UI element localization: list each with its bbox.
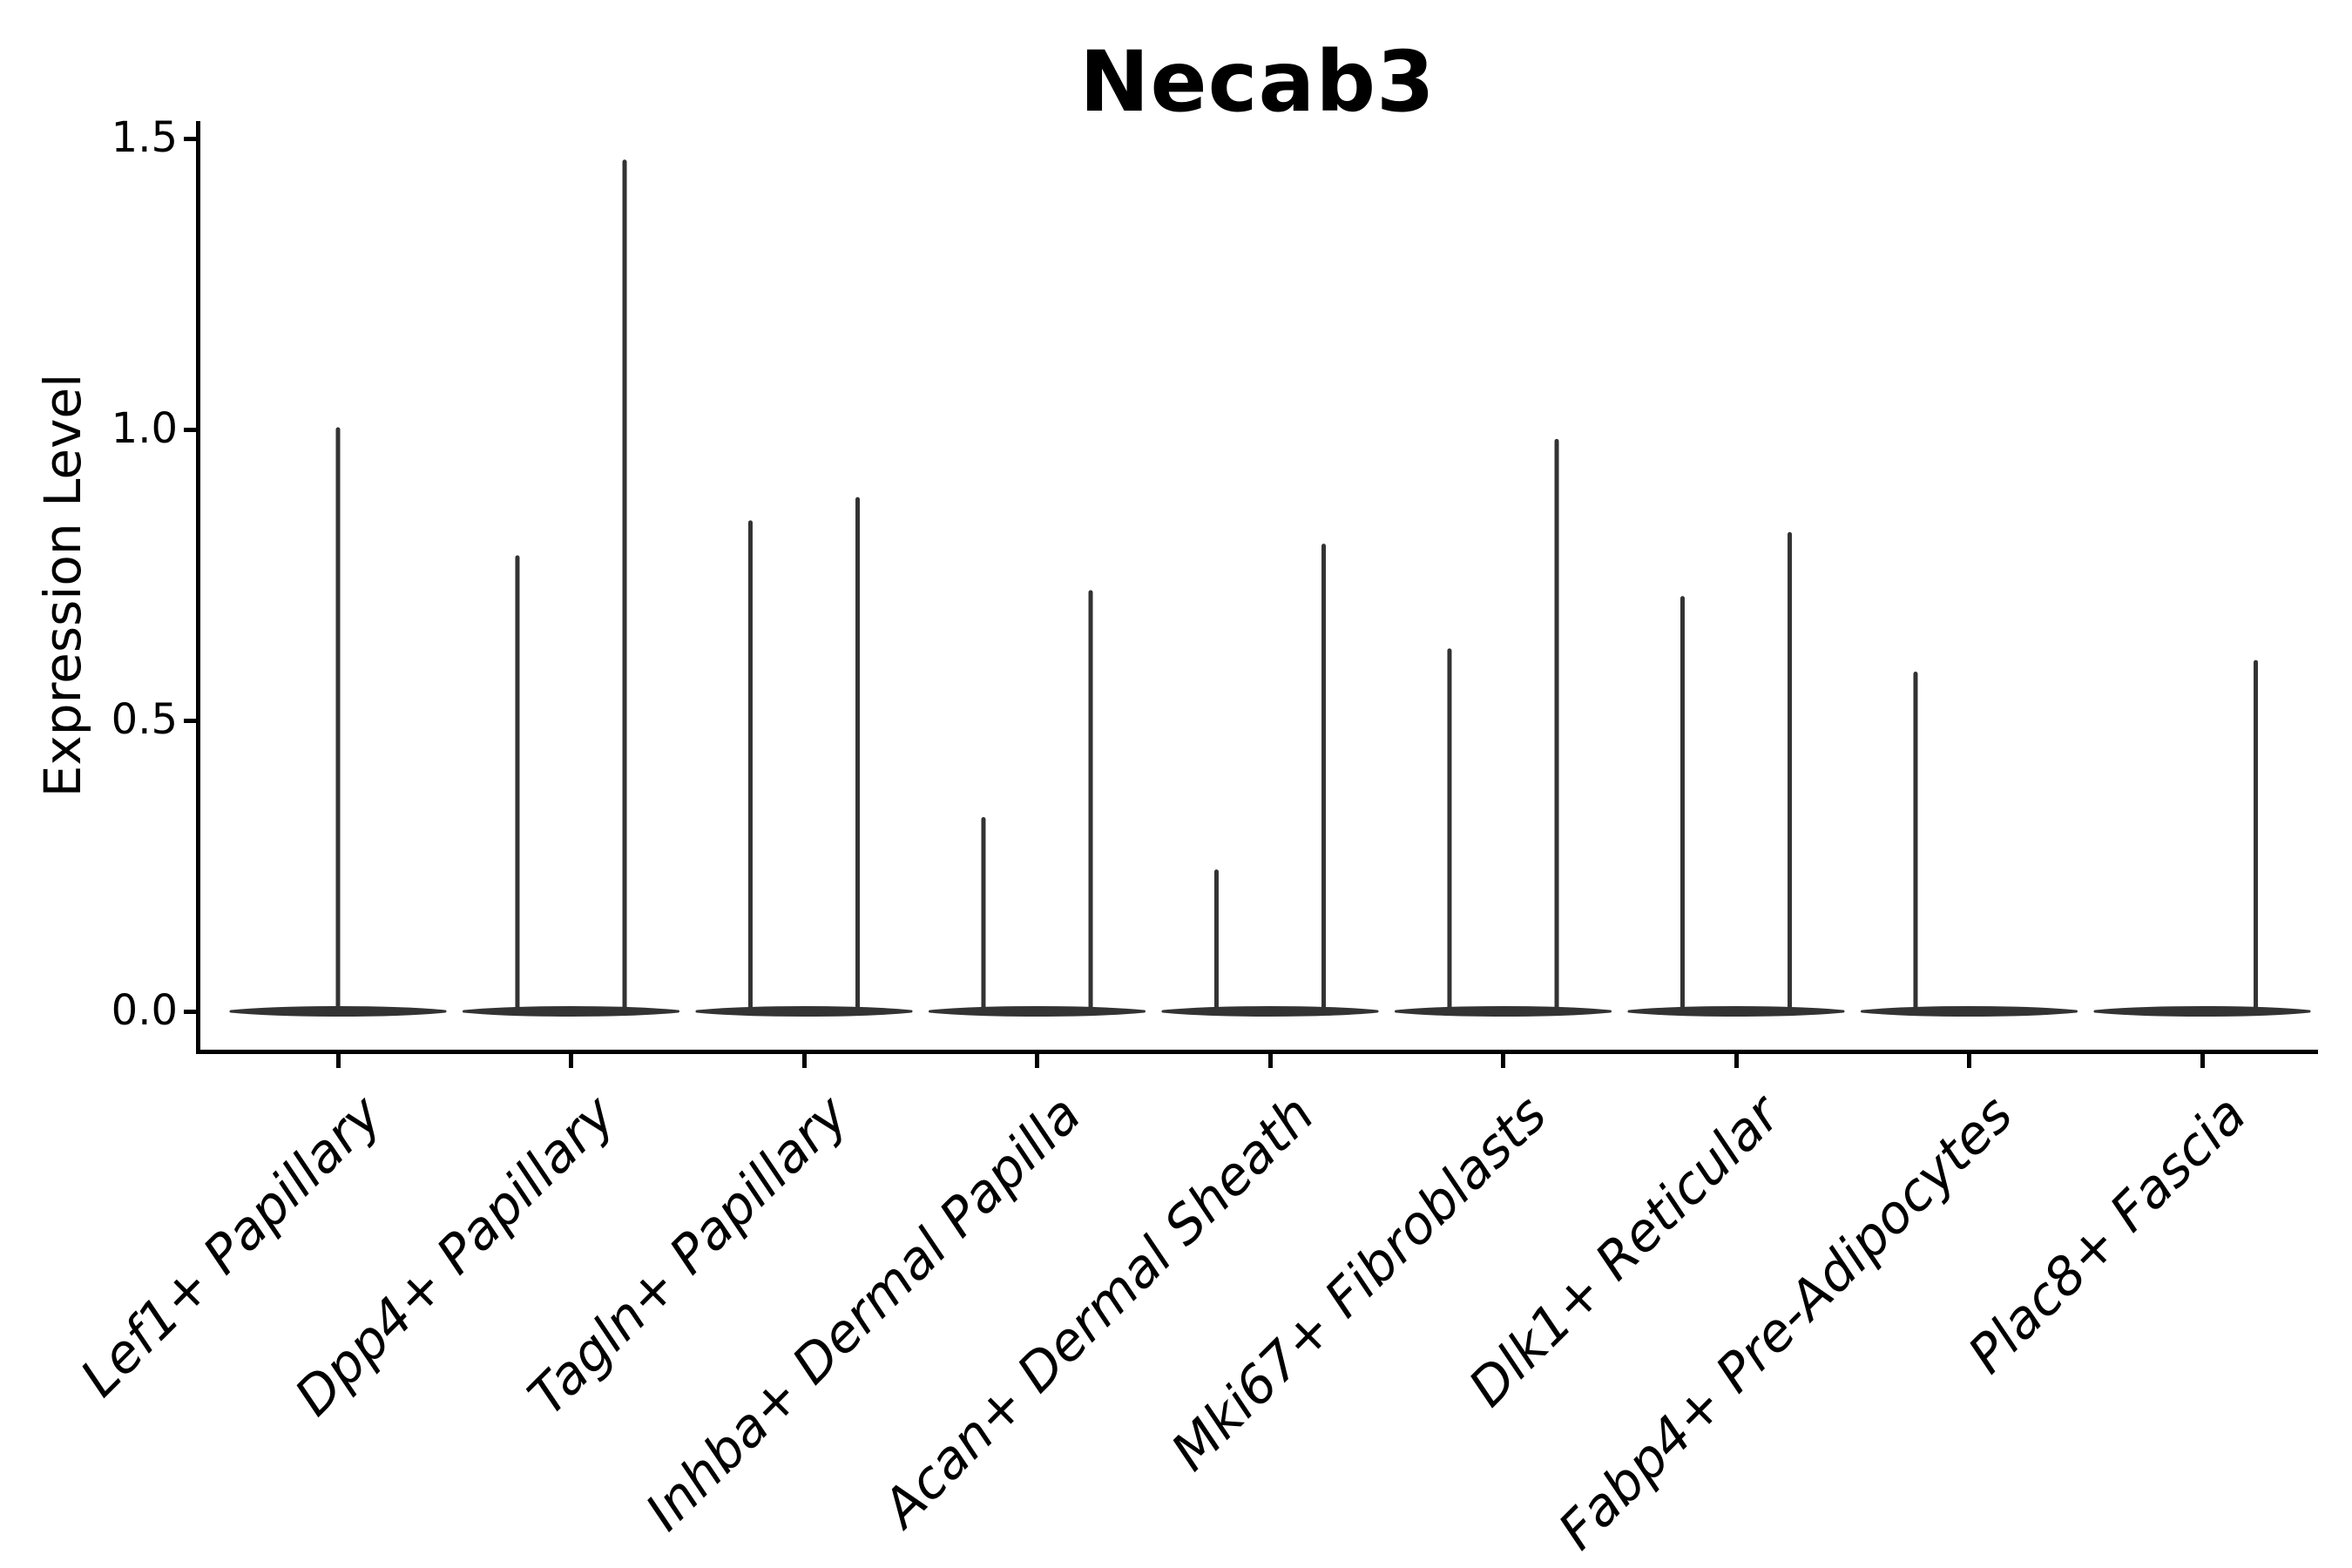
x-tick-mark [1035, 1054, 1039, 1068]
x-tick-mark [2200, 1054, 2205, 1068]
y-tick-label: 0.5 [111, 695, 178, 744]
violin-body [229, 1006, 447, 1017]
plot-title: Necab3 [1079, 33, 1436, 131]
x-tick-mark [801, 1054, 807, 1068]
y-tick-mark [184, 427, 197, 432]
y-tick-label: 0.0 [111, 986, 178, 1035]
violin-body [1395, 1006, 1612, 1017]
violin-body [695, 1006, 913, 1017]
y-tick-mark [184, 136, 197, 141]
x-tick-mark [1734, 1054, 1739, 1068]
x-tick-mark [569, 1054, 573, 1068]
y-tick-mark [184, 1009, 197, 1014]
violin-body [463, 1006, 679, 1017]
y-tick-label: 1.5 [111, 113, 178, 162]
y-tick-mark [184, 718, 197, 723]
violin-body [2093, 1006, 2311, 1017]
violin-body [1627, 1006, 1845, 1017]
x-tick-mark [335, 1054, 341, 1068]
y-axis-spine [196, 121, 200, 1053]
violin-body [929, 1006, 1146, 1017]
x-axis-spine [196, 1050, 2318, 1054]
x-tick-mark [1501, 1054, 1505, 1068]
y-tick-label: 1.0 [111, 404, 178, 453]
violin-body [1861, 1006, 2078, 1017]
x-tick-mark [1267, 1054, 1273, 1068]
violin-body [1161, 1006, 1379, 1017]
x-tick-mark [1967, 1054, 1971, 1068]
